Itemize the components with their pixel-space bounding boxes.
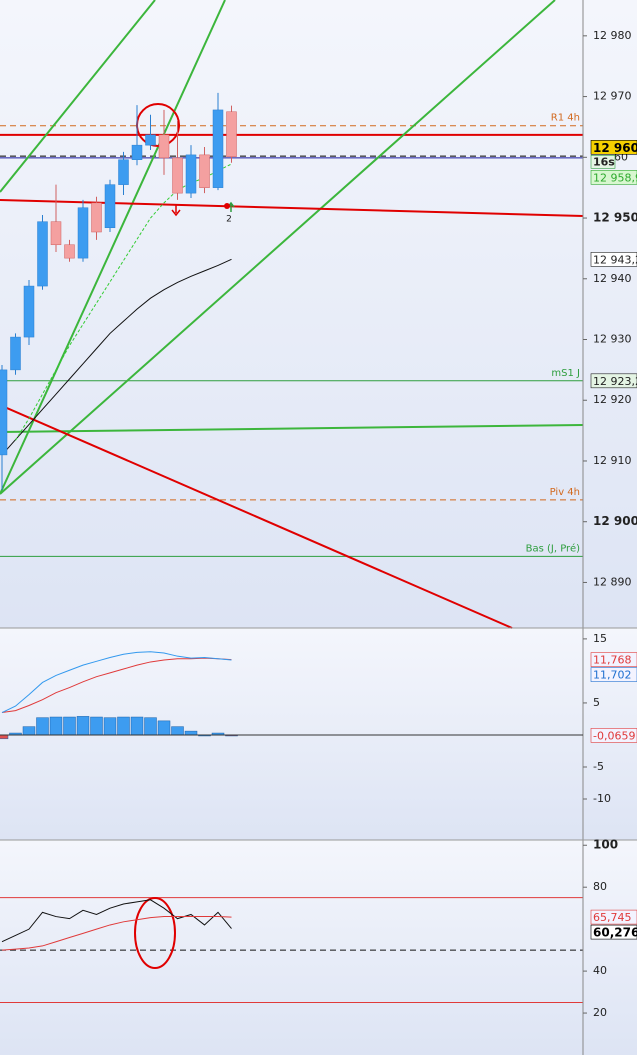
histogram-bar — [36, 717, 49, 736]
candle-body — [77, 207, 89, 259]
price-tag — [590, 728, 637, 743]
y-tick-label: 12 940 — [593, 272, 632, 285]
price-tag-label: 65,745 — [593, 911, 632, 924]
marker — [224, 203, 230, 209]
level-label: mS1 J — [551, 368, 580, 379]
histogram-bar — [22, 726, 36, 736]
candle-body — [131, 144, 143, 160]
y-tick-label: 100 — [593, 838, 618, 852]
price-tag — [590, 667, 637, 682]
price-tag-label: 12 960, — [593, 141, 637, 155]
trend-lines — [0, 0, 584, 969]
price-tag-label: -0,0659 — [593, 729, 635, 742]
series-line — [1, 651, 232, 713]
candle-body — [212, 109, 224, 188]
y-tick-label: 20 — [593, 1006, 607, 1019]
y-tick-label: 12 900 — [593, 514, 637, 528]
price-tag-label: 60,276 — [593, 926, 637, 940]
histogram-bar — [103, 717, 117, 736]
series-line — [15, 163, 232, 441]
price-tag — [590, 252, 637, 267]
histogram-bar — [130, 716, 144, 736]
price-tag-label: 11,702 — [593, 669, 632, 682]
price-tag — [590, 373, 637, 389]
trend-line — [0, 0, 226, 495]
panel-bg — [0, 0, 637, 628]
candle-body — [226, 111, 237, 157]
trend-line — [0, 404, 513, 629]
price-tag-label: 12 923,2 — [593, 375, 637, 388]
price-tag — [590, 924, 637, 940]
histogram-bar — [144, 717, 157, 736]
histogram-bar — [76, 716, 90, 736]
series-line — [1, 657, 232, 714]
candle-body — [50, 221, 62, 246]
candle-body — [10, 336, 21, 371]
histogram-bar — [157, 720, 171, 736]
candle-body — [145, 134, 156, 146]
price-tag-label: 12 958,9 — [593, 171, 637, 184]
y-tick-label: -5 — [593, 760, 604, 773]
highlight-circle — [134, 897, 176, 969]
y-tick-label: 12 930 — [593, 333, 632, 346]
candle-body — [37, 221, 48, 287]
level-label: Bas (J, Pré) — [526, 542, 580, 554]
candle-body — [64, 244, 75, 259]
level-label: R1 4h — [551, 113, 580, 124]
series-line — [1, 258, 232, 456]
y-tick-label: 12 980 — [593, 29, 632, 42]
trend-line — [0, 0, 156, 193]
trend-line — [0, 424, 584, 433]
level-label: Piv 4h — [550, 487, 580, 498]
y-tick-label: 12 950 — [593, 211, 637, 225]
y-tick-label: 12 910 — [593, 454, 632, 467]
annotation: 2 — [226, 215, 232, 225]
price-tag — [590, 140, 637, 155]
histogram-bar — [63, 716, 76, 736]
price-tag-label: 12 943,2 — [593, 253, 637, 266]
price-tag — [590, 170, 637, 185]
candle-body — [172, 157, 183, 194]
y-tick-label: 40 — [593, 964, 607, 977]
panel-bg — [0, 840, 637, 1055]
candle-body — [104, 184, 116, 229]
price-tag — [590, 652, 637, 667]
y-tick-label: 12 970 — [593, 90, 632, 103]
series-line — [1, 916, 232, 951]
countdown: 16s — [593, 155, 615, 168]
y-tick-label: 5 — [593, 696, 600, 709]
histogram-bar — [184, 730, 198, 736]
arrow — [171, 205, 181, 217]
histogram-bar — [49, 716, 63, 736]
candle-body — [185, 154, 197, 194]
countdown-box — [590, 155, 616, 169]
y-tick-label: 15 — [593, 632, 607, 645]
trend-line — [0, 0, 556, 495]
candle-body — [199, 154, 210, 188]
y-tick-label: 80 — [593, 880, 607, 893]
histogram-bar — [0, 734, 9, 740]
histogram-bar — [90, 716, 103, 736]
y-tick-label: -10 — [593, 792, 611, 805]
price-tag — [590, 909, 637, 925]
price-tag-label: 11,768 — [593, 654, 632, 667]
histogram-bar — [117, 716, 130, 736]
candle-body — [158, 134, 170, 159]
candle-body — [118, 159, 129, 185]
y-tick-label: 12 890 — [593, 575, 632, 588]
candle-body — [0, 369, 8, 456]
y-tick-label: 12 920 — [593, 393, 632, 406]
candle-body — [23, 285, 35, 338]
candle-body — [91, 202, 102, 233]
histogram-bar — [171, 726, 184, 736]
